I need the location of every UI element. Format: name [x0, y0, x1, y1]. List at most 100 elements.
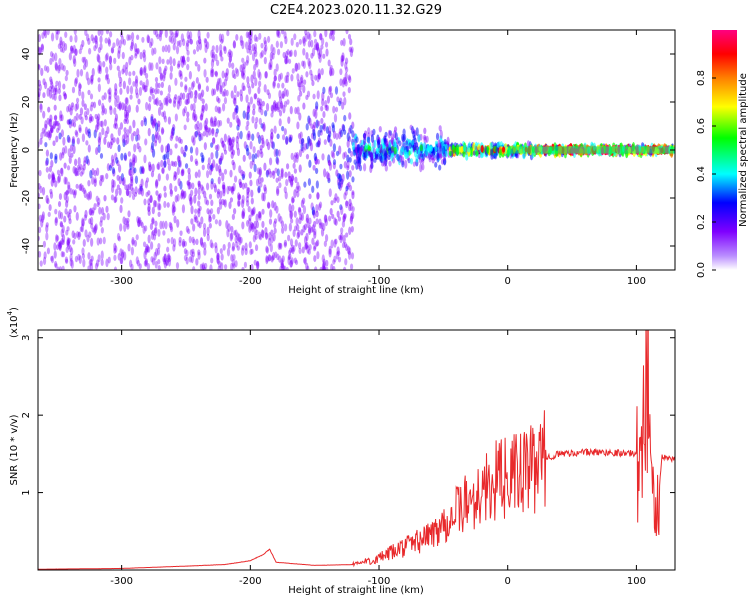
heatmap-cell: [149, 222, 154, 230]
heatmap-cell: [328, 130, 332, 138]
heatmap-cell: [103, 92, 107, 100]
heatmap-cell: [74, 167, 78, 177]
heatmap-cell: [226, 117, 230, 124]
heatmap-cell: [252, 206, 256, 215]
heatmap-cell: [155, 30, 159, 38]
heatmap-cell: [63, 191, 67, 201]
heatmap-cell: [353, 159, 357, 165]
heatmap-cell: [170, 131, 174, 139]
heatmap-cell: [308, 138, 313, 146]
heatmap-cell: [256, 131, 260, 139]
heatmap-cell: [200, 132, 204, 141]
heatmap-cell: [290, 37, 294, 46]
heatmap-cell: [137, 219, 141, 228]
heatmap-cell: [233, 230, 237, 236]
heatmap-cell: [54, 260, 58, 268]
heatmap-cell: [163, 192, 167, 198]
heatmap-cell: [81, 253, 86, 259]
heatmap-cell: [345, 232, 349, 238]
heatmap-cell: [251, 133, 255, 141]
heatmap-cell: [195, 257, 199, 266]
heatmap-cell: [241, 194, 245, 204]
heatmap-cell: [84, 209, 88, 219]
heatmap-cell: [150, 62, 154, 71]
heatmap-cell: [161, 45, 165, 53]
heatmap-cell: [242, 110, 246, 119]
heatmap-cell: [50, 127, 54, 134]
heatmap-cell: [230, 142, 234, 151]
heatmap-cell: [298, 82, 302, 88]
heatmap-cell: [309, 69, 313, 76]
heatmap-cell: [122, 176, 126, 187]
heatmap-cell: [160, 81, 164, 89]
heatmap-cell: [197, 200, 201, 207]
heatmap-cell: [293, 33, 297, 41]
heatmap-cell: [221, 172, 225, 182]
heatmap-cell: [176, 100, 180, 110]
heatmap-cell: [220, 253, 224, 261]
heatmap-cell: [155, 62, 159, 70]
heatmap-cell: [284, 35, 288, 45]
heatmap-cell: [313, 255, 317, 263]
heatmap-cell: [393, 129, 397, 139]
heatmap-cell: [391, 152, 395, 158]
heatmap-cell: [297, 229, 301, 238]
heatmap-cell: [307, 115, 311, 124]
heatmap-cell: [285, 74, 290, 84]
heatmap-cell: [344, 200, 349, 209]
heatmap-cell: [78, 231, 82, 238]
heatmap-cell: [215, 59, 220, 67]
heatmap-cell: [50, 159, 54, 168]
heatmap-cell: [187, 181, 191, 190]
heatmap-cell: [156, 163, 160, 170]
heatmap-cell: [254, 244, 259, 252]
heatmap-cell: [205, 41, 210, 50]
heatmap-cell: [132, 81, 136, 87]
heatmap-cell: [204, 38, 208, 48]
heatmap-cell: [59, 110, 63, 119]
heatmap-cell: [163, 115, 168, 123]
heatmap-cell: [201, 89, 205, 98]
heatmap-cell: [250, 189, 254, 198]
heatmap-cell: [164, 65, 168, 72]
heatmap-cell: [281, 226, 285, 234]
heatmap-cell: [59, 152, 63, 161]
heatmap-cell: [325, 266, 329, 270]
heatmap-cell: [287, 234, 291, 242]
heatmap-cell: [339, 97, 343, 104]
heatmap-cell: [181, 168, 185, 174]
heatmap-cell: [154, 130, 159, 139]
heatmap-cell: [222, 181, 226, 190]
heatmap-cell: [91, 207, 95, 214]
heatmap-cell: [90, 74, 94, 82]
heatmap-cell: [43, 81, 48, 90]
heatmap-cell: [443, 158, 447, 165]
heatmap-cell: [93, 178, 97, 187]
heatmap-cell: [355, 136, 359, 143]
heatmap-cell: [251, 153, 255, 163]
heatmap-cell: [223, 143, 227, 152]
heatmap-cell: [187, 172, 191, 182]
heatmap-cell: [270, 112, 274, 118]
colorbar-gradient: [712, 30, 737, 270]
heatmap-cell: [342, 91, 346, 97]
y-tick-label: 20: [21, 96, 32, 109]
heatmap-cell: [245, 41, 249, 50]
heatmap-cell: [74, 129, 78, 136]
heatmap-cell: [260, 177, 264, 183]
heatmap-cell: [337, 216, 342, 222]
heatmap-cell: [210, 142, 214, 148]
heatmap-cell: [222, 45, 227, 52]
heatmap-cell: [257, 185, 261, 193]
heatmap-cell: [370, 161, 374, 169]
heatmap-cell: [265, 138, 269, 147]
heatmap-cell: [147, 161, 152, 168]
heatmap-cell: [316, 42, 320, 52]
heatmap-cell: [188, 193, 192, 202]
heatmap-cell: [216, 252, 220, 260]
heatmap-cell: [241, 266, 245, 270]
heatmap-cell: [147, 190, 151, 196]
heatmap-cell: [210, 199, 214, 207]
heatmap-cell: [256, 167, 260, 175]
heatmap-cell: [152, 199, 157, 208]
